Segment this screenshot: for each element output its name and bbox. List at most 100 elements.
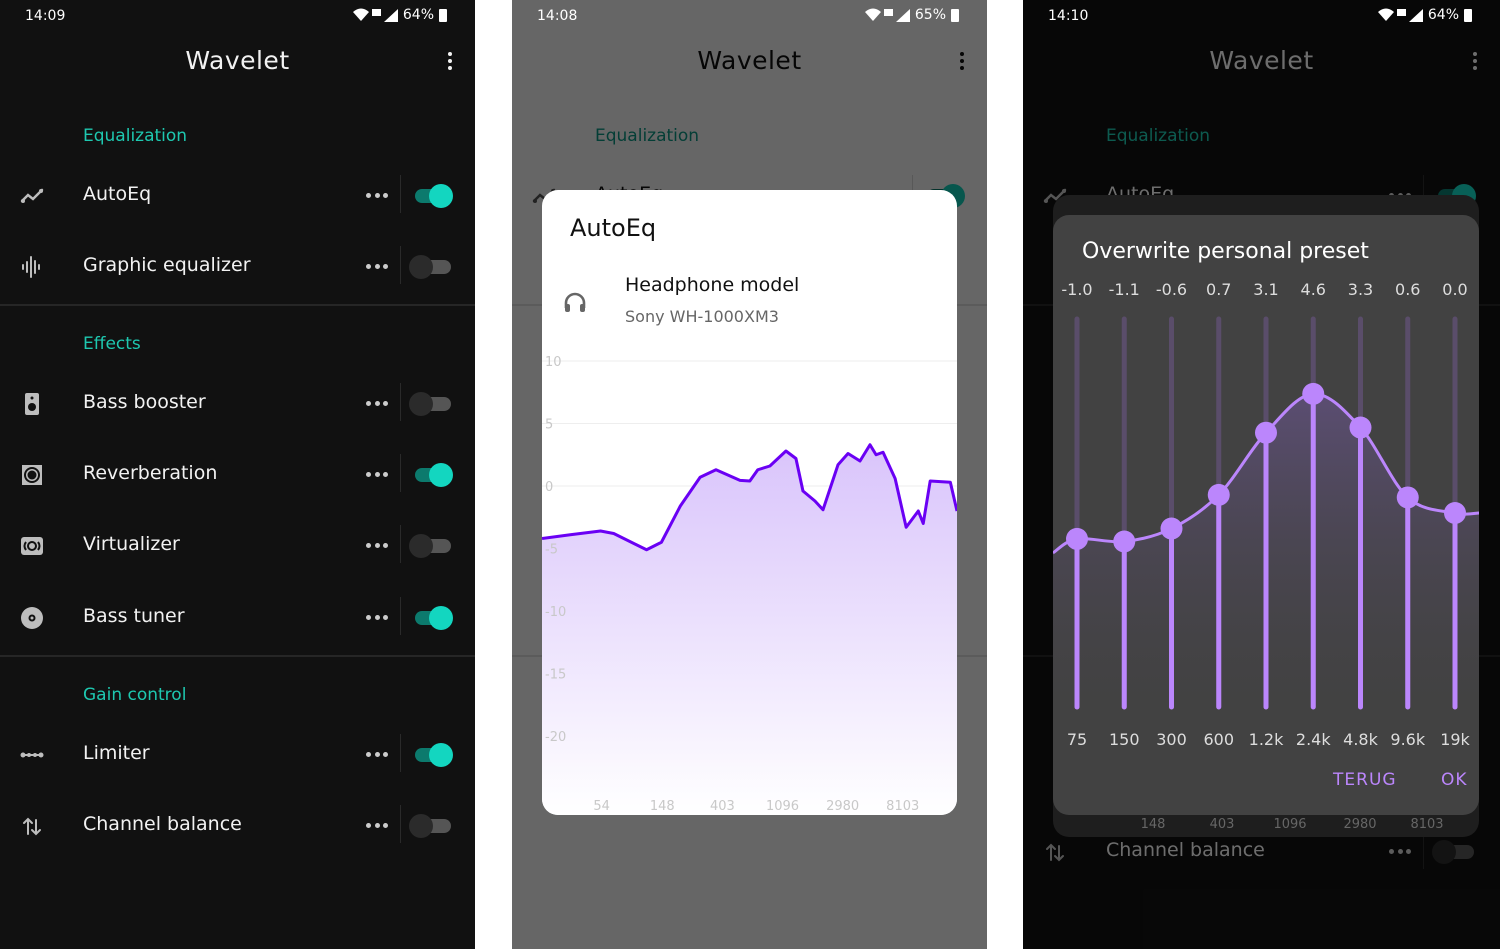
effect-row-graphic-equalizer[interactable]: Graphic equalizer bbox=[0, 237, 475, 297]
slider-thumb[interactable] bbox=[1444, 502, 1466, 524]
section-header: Effects bbox=[83, 334, 141, 354]
effect-toggle[interactable] bbox=[409, 392, 455, 416]
effect-row-bass-tuner[interactable]: Bass tuner bbox=[0, 588, 475, 648]
more-horiz-icon[interactable] bbox=[366, 543, 388, 549]
status-bar: 14:09 64% bbox=[0, 0, 475, 32]
battery-icon bbox=[951, 8, 959, 22]
eq-dialog: Overwrite personal preset -1.0 75 -1.1 150 -0… bbox=[1053, 215, 1479, 815]
screen-autoeq-dialog: 14:0865%WaveletEqualizationAutoEqAutoEqH… bbox=[512, 0, 987, 949]
x-tick-label: 148 bbox=[650, 799, 675, 814]
effect-label: Bass tuner bbox=[83, 605, 185, 627]
autoeq-dialog: AutoEq Headphone model Sony WH-1000XM3 10 5 0… bbox=[542, 190, 957, 815]
limiter-icon bbox=[20, 752, 44, 758]
effect-toggle[interactable] bbox=[413, 606, 455, 630]
separator bbox=[400, 525, 401, 563]
surround-icon bbox=[22, 465, 42, 485]
separator bbox=[400, 175, 401, 213]
x-tick-label: 2980 bbox=[826, 799, 859, 814]
band-gain-label: 4.6 bbox=[1301, 280, 1326, 299]
eq-sliders: -1.0 75 -1.1 150 -0.6 300 0.7 600 3.1 1.2k 4.6 2.4k… bbox=[1053, 280, 1479, 749]
more-vert-icon[interactable] bbox=[445, 52, 455, 74]
x-tick-label: 1096 bbox=[1273, 817, 1307, 832]
disc-icon bbox=[21, 607, 43, 629]
slider-thumb[interactable] bbox=[1207, 483, 1230, 506]
band-gain-label: -1.1 bbox=[1109, 280, 1140, 299]
effect-row-channel-balance[interactable]: Channel balance bbox=[0, 796, 475, 856]
y-tick-label: -20 bbox=[545, 730, 566, 745]
headphone-model-setting[interactable]: Headphone model Sony WH-1000XM3 bbox=[542, 266, 957, 336]
status-bar: 14:10 64% bbox=[1023, 0, 1500, 32]
band-frequency-label: 2.4k bbox=[1296, 730, 1331, 749]
band-frequency-label: 4.8k bbox=[1343, 730, 1378, 749]
more-horiz-icon[interactable] bbox=[366, 401, 388, 407]
divider bbox=[0, 304, 475, 306]
ok-button[interactable]: OK bbox=[1441, 770, 1468, 790]
separator bbox=[400, 734, 401, 772]
speaker-icon bbox=[25, 393, 39, 415]
more-horiz-icon[interactable] bbox=[366, 193, 388, 199]
battery-icon bbox=[439, 8, 447, 22]
x-tick-label: 148 bbox=[1140, 817, 1166, 832]
effect-toggle[interactable] bbox=[413, 743, 455, 767]
effect-row-autoeq[interactable]: AutoEq bbox=[0, 166, 475, 226]
battery-percent: 64% bbox=[402, 7, 434, 23]
y-tick-label: 0 bbox=[545, 480, 553, 495]
effect-toggle[interactable] bbox=[409, 814, 455, 838]
slider-thumb[interactable] bbox=[1396, 486, 1419, 509]
swap-vert-icon bbox=[23, 817, 41, 836]
slider-thumb[interactable] bbox=[1255, 421, 1277, 444]
more-horiz-icon[interactable] bbox=[366, 472, 388, 478]
more-horiz-icon[interactable] bbox=[366, 823, 388, 829]
autoeq-chart: 10 5 0 -5 -10 -15 -20 54 148 403 1096 2980 8103 bbox=[542, 355, 957, 815]
band-frequency-label: 75 bbox=[1067, 730, 1087, 749]
slider-thumb[interactable] bbox=[1160, 517, 1183, 540]
effect-label: Bass booster bbox=[83, 391, 206, 413]
battery-percent: 64% bbox=[1427, 7, 1459, 23]
effect-toggle[interactable] bbox=[413, 463, 455, 487]
effect-row-bass-booster[interactable]: Bass booster bbox=[0, 374, 475, 434]
dialog-title: AutoEq bbox=[570, 214, 657, 242]
band-frequency-label: 9.6k bbox=[1390, 730, 1425, 749]
separator bbox=[400, 383, 401, 421]
more-horiz-icon[interactable] bbox=[366, 264, 388, 270]
band-frequency-label: 19k bbox=[1440, 730, 1470, 749]
slider-thumb[interactable] bbox=[1113, 530, 1136, 553]
x-tick-label: 403 bbox=[1209, 817, 1235, 832]
effect-toggle[interactable] bbox=[413, 184, 455, 208]
band-gain-label: 0.0 bbox=[1442, 280, 1467, 299]
band-gain-label: 0.7 bbox=[1206, 280, 1231, 299]
y-tick-label: -10 bbox=[545, 605, 566, 620]
slider-thumb[interactable] bbox=[1349, 416, 1372, 439]
effect-row-virtualizer[interactable]: Virtualizer bbox=[0, 516, 475, 576]
x-tick-label: 8103 bbox=[886, 799, 919, 814]
y-tick-label: 5 bbox=[545, 418, 553, 433]
y-tick-label: -5 bbox=[545, 543, 558, 558]
back-button[interactable]: TERUG bbox=[1333, 770, 1397, 790]
status-bar: 14:08 65% bbox=[512, 0, 987, 32]
effect-label: Limiter bbox=[83, 742, 150, 764]
band-frequency-label: 150 bbox=[1109, 730, 1140, 749]
effect-label: Reverberation bbox=[83, 462, 218, 484]
battery-percent: 65% bbox=[914, 7, 946, 23]
y-tick-label: 10 bbox=[545, 355, 562, 370]
more-horiz-icon[interactable] bbox=[366, 615, 388, 621]
screen-eq-dialog: 14:1064%WaveletEqualizationAutoEqChannel… bbox=[1023, 0, 1500, 949]
response-line bbox=[542, 443, 957, 552]
y-tick-label: -15 bbox=[545, 668, 566, 683]
status-time: 14:09 bbox=[25, 8, 66, 24]
dialog-title: Overwrite personal preset bbox=[1082, 239, 1369, 264]
effect-toggle[interactable] bbox=[409, 534, 455, 558]
effect-row-limiter[interactable]: Limiter bbox=[0, 725, 475, 785]
x-tick-label: 8103 bbox=[1410, 817, 1444, 832]
separator bbox=[400, 597, 401, 635]
effect-row-reverberation[interactable]: Reverberation bbox=[0, 445, 475, 505]
band-gain-label: -0.6 bbox=[1156, 280, 1187, 299]
effect-toggle[interactable] bbox=[409, 255, 455, 279]
slider-thumb[interactable] bbox=[1302, 382, 1325, 405]
slider-thumb[interactable] bbox=[1066, 527, 1088, 550]
effect-label: Channel balance bbox=[83, 813, 242, 835]
more-horiz-icon[interactable] bbox=[366, 752, 388, 758]
trend-line-icon bbox=[20, 188, 44, 203]
band-gain-label: -1.0 bbox=[1061, 280, 1092, 299]
band-gain-label: 3.3 bbox=[1348, 280, 1373, 299]
